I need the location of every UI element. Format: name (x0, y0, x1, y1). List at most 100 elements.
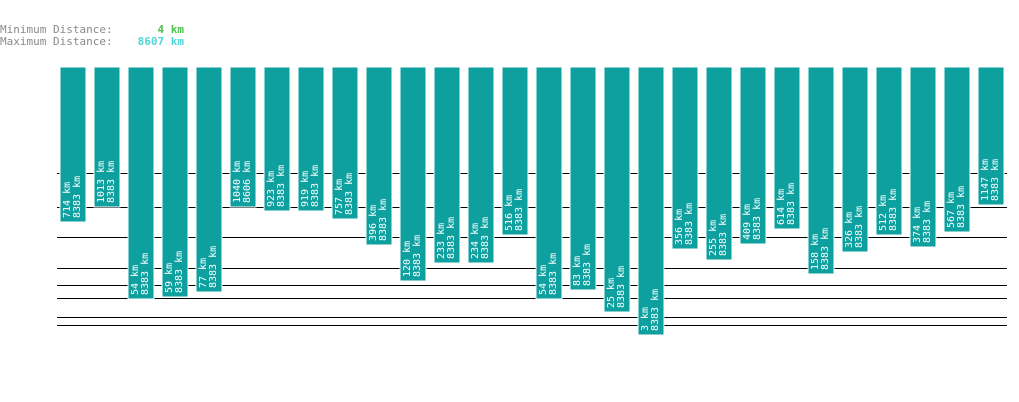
bar-secondary-label: 8383 km (990, 159, 1001, 201)
bar (739, 66, 767, 245)
maximum-distance-value: 8607 km (137, 35, 184, 48)
bar-secondary-label: 8383 km (684, 203, 695, 245)
minimum-distance-row: Minimum Distance: 4 km (0, 24, 184, 36)
bar (603, 66, 631, 313)
bar (365, 66, 393, 246)
bar-secondary-label: 8383 km (72, 176, 83, 218)
bar (399, 66, 427, 282)
bar-primary-label: 374 km (912, 207, 923, 243)
bar-secondary-label: 8383 km (344, 173, 355, 215)
bar (535, 66, 563, 300)
bar-primary-label: 59 km (164, 263, 175, 293)
bar-group: 54 km 8383 km (535, 66, 563, 300)
bar (841, 66, 869, 253)
bar-primary-label: 512 km (878, 195, 889, 231)
bar-group: 83 km 8383 km (569, 66, 597, 291)
bar-group: 77 km 8383 km (195, 66, 223, 293)
bar-primary-label: 233 km (436, 223, 447, 259)
bar-secondary-label: 8383 km (480, 217, 491, 259)
bar-secondary-label: 8383 km (582, 244, 593, 286)
bar-secondary-label: 8383 km (956, 186, 967, 228)
minimum-distance-value: 4 km (157, 23, 185, 36)
bar (671, 66, 699, 250)
bar-group: 3 km 8383 km (637, 66, 665, 336)
bar-primary-label: 3 km (640, 307, 651, 331)
bar-primary-label: 1147 km (980, 159, 991, 201)
bar-group: 512 km 8383 km (875, 66, 903, 236)
bar (467, 66, 495, 264)
bar (59, 66, 87, 223)
bar-group: 1147 km 8383 km (977, 66, 1005, 206)
bar-group: 234 km 8383 km (467, 66, 495, 264)
bar-secondary-label: 8383 km (446, 217, 457, 259)
bar-group: 255 km 8383 km (705, 66, 733, 261)
bar-group: 567 km 8383 km (943, 66, 971, 233)
bar-primary-label: 120 km (402, 241, 413, 277)
bar-secondary-label: 8383 km (174, 251, 185, 293)
bar-secondary-label: 8383 km (310, 165, 321, 207)
bar-primary-label: 409 km (742, 204, 753, 240)
bar-group: 120 km 8383 km (399, 66, 427, 282)
bar (433, 66, 461, 264)
bar-primary-label: 919 km (300, 171, 311, 207)
bar (705, 66, 733, 261)
bar-secondary-label: 8383 km (820, 228, 831, 270)
bar-secondary-label: 8383 km (378, 199, 389, 241)
bar-group: 409 km 8383 km (739, 66, 767, 245)
bar-primary-label: 396 km (368, 205, 379, 241)
bar-secondary-label: 8383 km (922, 201, 933, 243)
bar-group: 757 km 8383 km (331, 66, 359, 220)
bar-group: 158 km 8383 km (807, 66, 835, 275)
bar-secondary-label: 8383 km (650, 289, 661, 331)
bar-group: 1013 km 8383 km (93, 66, 121, 208)
bar-secondary-label: 8383 km (616, 266, 627, 308)
bar-secondary-label: 8606 km (242, 161, 253, 203)
bar-primary-label: 54 km (130, 265, 141, 295)
bar (977, 66, 1005, 206)
bar (195, 66, 223, 293)
bar-secondary-label: 8383 km (276, 165, 287, 207)
bar-secondary-label: 8383 km (140, 253, 151, 295)
bar (331, 66, 359, 220)
bar-group: 374 km 8383 km (909, 66, 937, 248)
minimum-distance-label: Minimum Distance: (0, 23, 113, 36)
maximum-distance-row: Maximum Distance: 8607 km (0, 36, 184, 48)
bar-primary-label: 614 km (776, 189, 787, 225)
bar-group: 396 km 8383 km (365, 66, 393, 246)
bar (263, 66, 291, 212)
bar-group: 326 km 8383 km (841, 66, 869, 253)
bar-primary-label: 1040 km (232, 161, 243, 203)
bar-secondary-label: 8383 km (548, 253, 559, 295)
bar-primary-label: 923 km (266, 171, 277, 207)
maximum-distance-label: Maximum Distance: (0, 35, 113, 48)
bar-primary-label: 158 km (810, 234, 821, 270)
bar-secondary-label: 8383 km (106, 161, 117, 203)
bar-secondary-label: 8383 km (888, 189, 899, 231)
bar-primary-label: 25 km (606, 278, 617, 308)
bar-group: 233 km 8383 km (433, 66, 461, 264)
bar-group: 714 km 8383 km (59, 66, 87, 223)
bar (875, 66, 903, 236)
bar-primary-label: 714 km (62, 182, 73, 218)
bar-group: 614 km 8383 km (773, 66, 801, 230)
bar-primary-label: 83 km (572, 256, 583, 286)
bar-secondary-label: 8383 km (412, 235, 423, 277)
bar-primary-label: 516 km (504, 195, 515, 231)
bar-group: 59 km 8383 km (161, 66, 189, 298)
bar (127, 66, 155, 300)
bar-secondary-label: 8383 km (208, 246, 219, 288)
bar-group: 919 km 8383 km (297, 66, 325, 212)
bar (569, 66, 597, 291)
bar-primary-label: 356 km (674, 209, 685, 245)
bar-group: 25 km 8383 km (603, 66, 631, 313)
bar-primary-label: 757 km (334, 179, 345, 215)
bar-primary-label: 567 km (946, 192, 957, 228)
bar-secondary-label: 8383 km (786, 183, 797, 225)
bar-group: 923 km 8383 km (263, 66, 291, 212)
bar-secondary-label: 8383 km (752, 198, 763, 240)
bar (229, 66, 257, 208)
bar (943, 66, 971, 233)
bar-primary-label: 234 km (470, 223, 481, 259)
bar-primary-label: 54 km (538, 265, 549, 295)
